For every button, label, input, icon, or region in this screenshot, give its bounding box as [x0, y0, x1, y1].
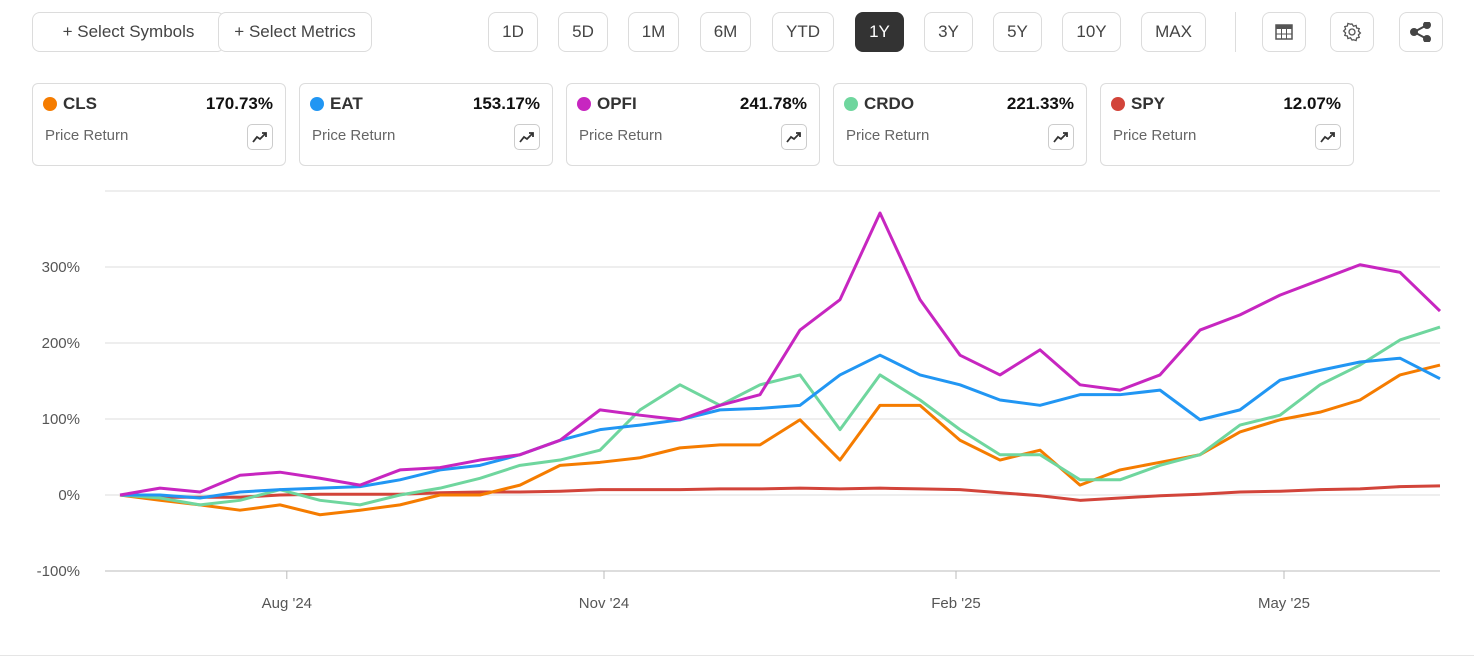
symbol-label: OPFI: [597, 94, 637, 113]
series-color-dot: [43, 97, 57, 111]
range-button-ytd[interactable]: YTD: [772, 12, 834, 52]
settings-button[interactable]: [1330, 12, 1374, 52]
range-button-1m[interactable]: 1M: [628, 12, 679, 52]
symbol-card-crdo[interactable]: CRDO 221.33% Price Return: [833, 83, 1087, 166]
return-value: 12.07%: [1283, 94, 1341, 113]
return-value: 241.78%: [739, 94, 807, 113]
table-view-button[interactable]: [1262, 12, 1306, 52]
metric-label: Price Return: [579, 127, 663, 144]
series-line-cls[interactable]: [119, 363, 1441, 517]
x-tick-label: Aug '24: [262, 595, 312, 612]
range-button-5y[interactable]: 5Y: [993, 12, 1042, 52]
range-button-1y[interactable]: 1Y: [855, 12, 904, 52]
symbol-card-eat[interactable]: EAT 153.17% Price Return: [299, 83, 553, 166]
y-tick-label: 200%: [42, 335, 80, 352]
trend-up-icon: [1320, 132, 1335, 143]
symbol-card-spy[interactable]: SPY 12.07% Price Return: [1100, 83, 1354, 166]
symbol-label: CLS: [63, 94, 97, 113]
toolbar-divider: [1235, 12, 1236, 52]
trend-chart-button[interactable]: [781, 124, 807, 150]
table-icon: [1275, 24, 1293, 40]
share-icon: [1410, 22, 1431, 42]
metric-label: Price Return: [846, 127, 930, 144]
bottom-divider: [0, 655, 1474, 656]
y-tick-label: 300%: [42, 259, 80, 276]
series-color-dot: [310, 97, 324, 111]
range-button-3y[interactable]: 3Y: [924, 12, 973, 52]
symbol-label: EAT: [330, 94, 363, 113]
symbol-label: CRDO: [864, 94, 915, 113]
trend-chart-button[interactable]: [247, 124, 273, 150]
series-color-dot: [1111, 97, 1125, 111]
metric-label: Price Return: [312, 127, 396, 144]
select-metrics-button[interactable]: + Select Metrics: [218, 12, 372, 52]
series-line-spy[interactable]: [119, 484, 1441, 502]
series-line-opfi[interactable]: [119, 211, 1442, 497]
symbol-label: SPY: [1131, 94, 1166, 113]
select-symbols-button[interactable]: + Select Symbols: [32, 12, 225, 52]
price-return-chart[interactable]: -100% 0% 100% 200% 300% Aug '24 Nov '24 Feb '25…: [0, 180, 1474, 650]
trend-up-icon: [252, 132, 267, 143]
series-color-dot: [844, 97, 858, 111]
range-button-1d[interactable]: 1D: [488, 12, 538, 52]
range-button-max[interactable]: MAX: [1141, 12, 1206, 52]
trend-chart-button[interactable]: [1315, 124, 1341, 150]
x-tick-label: May '25: [1258, 595, 1310, 612]
trend-up-icon: [1053, 132, 1068, 143]
symbol-card-cls[interactable]: CLS 170.73% Price Return: [32, 83, 286, 166]
trend-up-icon: [786, 132, 801, 143]
trend-chart-button[interactable]: [1048, 124, 1074, 150]
return-value: 153.17%: [472, 94, 540, 113]
symbol-card-opfi[interactable]: OPFI 241.78% Price Return: [566, 83, 820, 166]
y-tick-label: 100%: [42, 411, 80, 428]
x-tick-label: Feb '25: [931, 595, 981, 612]
return-value: 170.73%: [205, 94, 273, 113]
metric-label: Price Return: [45, 127, 129, 144]
range-button-5d[interactable]: 5D: [558, 12, 608, 52]
y-tick-label: 0%: [58, 487, 80, 504]
x-tick-label: Nov '24: [579, 595, 629, 612]
return-value: 221.33%: [1006, 94, 1074, 113]
range-button-10y[interactable]: 10Y: [1062, 12, 1121, 52]
range-button-6m[interactable]: 6M: [700, 12, 751, 52]
series-line-crdo[interactable]: [119, 325, 1441, 507]
series-color-dot: [577, 97, 591, 111]
metric-label: Price Return: [1113, 127, 1197, 144]
series-line-eat[interactable]: [120, 353, 1441, 500]
trend-up-icon: [519, 132, 534, 143]
y-tick-label: -100%: [37, 563, 80, 580]
gear-icon: [1342, 22, 1362, 42]
trend-chart-button[interactable]: [514, 124, 540, 150]
share-button[interactable]: [1399, 12, 1443, 52]
